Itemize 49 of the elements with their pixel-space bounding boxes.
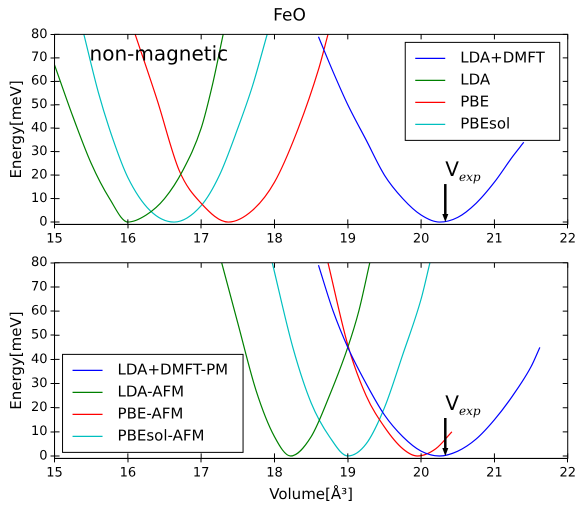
x-tick-label: 15 bbox=[46, 466, 63, 481]
y-tick-label: 30 bbox=[30, 376, 48, 391]
y-tick-label: 60 bbox=[30, 303, 48, 318]
y-tick-label: 10 bbox=[30, 424, 48, 440]
legend-label: PBEsol-AFM bbox=[118, 426, 204, 444]
y-tick-label: 40 bbox=[30, 120, 48, 136]
legend-label: LDA bbox=[460, 70, 491, 88]
y-tick-label: 0 bbox=[39, 448, 48, 464]
chart-title: FeO bbox=[273, 6, 306, 26]
x-tick-label: 19 bbox=[340, 466, 356, 481]
x-tick-label: 15 bbox=[46, 232, 63, 247]
y-tick-label: 30 bbox=[30, 144, 48, 160]
y-tick-label: 50 bbox=[30, 328, 48, 343]
y-tick-label: 80 bbox=[30, 26, 48, 42]
line-series bbox=[272, 262, 430, 457]
y-tick-label: 70 bbox=[30, 50, 48, 66]
x-tick-label: 20 bbox=[412, 466, 430, 481]
x-tick-label: 20 bbox=[412, 232, 430, 247]
x-tick-label: 19 bbox=[340, 232, 356, 247]
y-tick-label: 50 bbox=[30, 97, 48, 112]
x-axis-title: Volume[Å³] bbox=[269, 484, 354, 503]
y-tick-label: 20 bbox=[30, 400, 48, 416]
legend-label: LDA+DMFT bbox=[460, 48, 546, 66]
y-axis-title: Energy[meV] bbox=[6, 80, 25, 179]
x-tick-label: 21 bbox=[486, 232, 503, 247]
x-tick-label: 21 bbox=[486, 466, 503, 481]
legend-label: PBEsol bbox=[460, 114, 510, 132]
y-tick-label: 20 bbox=[30, 168, 48, 183]
x-tick-label: 18 bbox=[266, 466, 283, 481]
legend-label: LDA+DMFT-PM bbox=[118, 360, 228, 378]
y-tick-label: 70 bbox=[30, 279, 48, 294]
line-series bbox=[318, 264, 540, 457]
legend-label: PBE bbox=[460, 92, 490, 110]
x-tick-label: 17 bbox=[192, 466, 210, 481]
y-axis-title: Energy[meV] bbox=[6, 311, 25, 410]
x-tick-label: 16 bbox=[120, 466, 136, 481]
y-tick-label: 10 bbox=[30, 190, 48, 206]
legend-label: LDA-AFM bbox=[118, 382, 184, 400]
x-tick-label: 17 bbox=[192, 232, 210, 247]
x-tick-label: 22 bbox=[559, 466, 576, 481]
y-tick-label: 0 bbox=[39, 214, 48, 230]
y-tick-label: 60 bbox=[30, 74, 48, 89]
x-tick-label: 16 bbox=[120, 232, 136, 247]
x-tick-label: 22 bbox=[559, 232, 576, 247]
y-tick-label: 80 bbox=[30, 255, 48, 270]
x-tick-label: 18 bbox=[266, 232, 283, 247]
y-tick-label: 40 bbox=[30, 352, 48, 367]
legend-label: PBE-AFM bbox=[118, 404, 184, 422]
line-series bbox=[83, 34, 268, 223]
